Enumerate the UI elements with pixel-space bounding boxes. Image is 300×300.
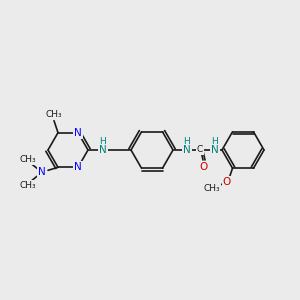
Text: N: N (74, 128, 82, 138)
Text: N: N (74, 162, 82, 172)
Text: H: H (100, 137, 106, 146)
Text: C: C (197, 146, 203, 154)
Text: CH₃: CH₃ (46, 110, 62, 119)
Text: N: N (99, 145, 107, 155)
Text: H: H (184, 137, 190, 146)
Text: O: O (200, 162, 208, 172)
Text: O: O (222, 177, 231, 187)
Text: CH₃: CH₃ (20, 155, 36, 164)
Text: N: N (183, 145, 191, 155)
Text: N: N (211, 145, 219, 155)
Text: N: N (38, 167, 46, 177)
Text: CH₃: CH₃ (203, 184, 220, 193)
Text: H: H (212, 137, 218, 146)
Text: CH₃: CH₃ (20, 181, 36, 190)
